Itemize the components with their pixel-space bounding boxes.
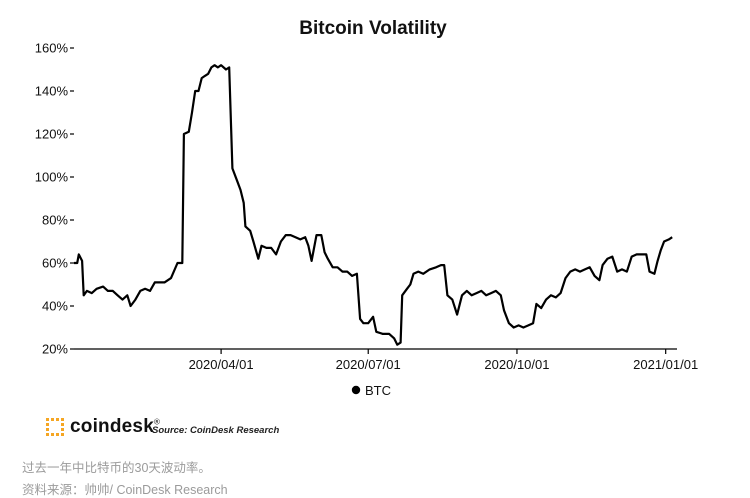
x-tick-label: 2021/01/01 xyxy=(633,357,698,372)
y-axis: 20% 40% 60% 80% 100% 120% 140% 160% xyxy=(35,41,74,357)
x-axis: 2020/04/01 2020/07/01 2020/10/01 2021/01/01 xyxy=(74,348,698,372)
btc-volatility-line xyxy=(74,64,673,346)
y-tick-label: 60% xyxy=(42,256,68,271)
x-tick-label: 2020/04/01 xyxy=(189,357,254,372)
y-tick-label: 80% xyxy=(42,213,68,228)
caption-line-2: 资料来源：帅帅/ CoinDesk Research xyxy=(22,483,228,497)
source-note: Source: CoinDesk Research xyxy=(152,425,280,436)
x-tick-label: 2020/07/01 xyxy=(336,357,401,372)
y-tick-label: 120% xyxy=(35,127,69,142)
legend-label-btc: BTC xyxy=(365,383,391,398)
y-tick-label: 140% xyxy=(35,84,69,99)
caption-line-1: 过去一年中比特币的30天波动率。 xyxy=(22,461,211,475)
y-tick-label: 40% xyxy=(42,299,68,314)
legend: BTC xyxy=(351,383,391,398)
chart-title: Bitcoin Volatility xyxy=(299,18,447,39)
x-tick-label: 2020/10/01 xyxy=(484,357,549,372)
coindesk-logo-icon xyxy=(46,418,64,436)
coindesk-logo: coindesk® xyxy=(46,416,160,438)
y-tick-label: 100% xyxy=(35,170,69,185)
y-tick-label: 20% xyxy=(42,342,68,357)
legend-marker-btc xyxy=(351,385,361,395)
coindesk-logo-text: coindesk® xyxy=(70,416,161,437)
y-tick-label: 160% xyxy=(35,41,69,56)
